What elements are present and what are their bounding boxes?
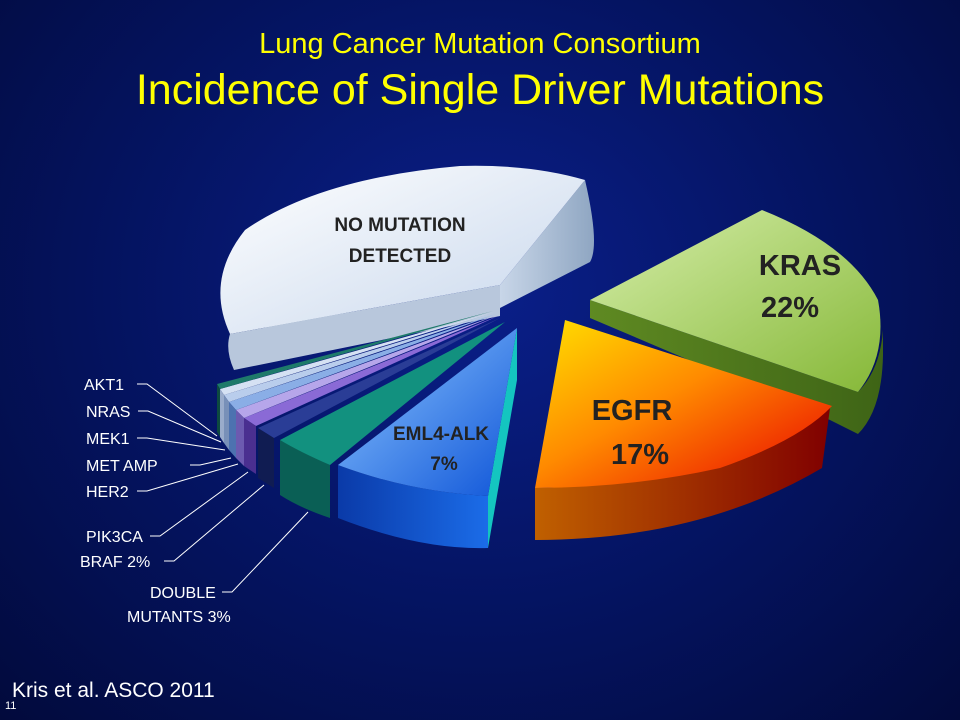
label-egfr-name: EGFR bbox=[592, 395, 673, 427]
label-eml4-alk-value: 7% bbox=[430, 454, 458, 475]
slice-double-mutants bbox=[280, 322, 505, 518]
slice-her2 bbox=[236, 315, 497, 466]
slice-mek1-side bbox=[224, 395, 229, 450]
callout-line-met-amp bbox=[190, 457, 232, 466]
callout-line-mek1 bbox=[137, 437, 226, 451]
slice-eml4-alk-side bbox=[338, 465, 488, 549]
slide-title: Incidence of Single Driver Mutations bbox=[135, 66, 825, 114]
label-no-mutation-line1: NO MUTATION DETECTED bbox=[334, 215, 465, 267]
slice-eml4-alk-edge bbox=[488, 328, 517, 548]
label-no-mutation-part2: DETECTED bbox=[349, 246, 451, 267]
callout-braf: BRAF 2% bbox=[80, 554, 150, 571]
source-citation: Kris et al. ASCO 2011 bbox=[12, 679, 215, 702]
callout-line-akt1 bbox=[137, 383, 218, 437]
slice-eml4-alk bbox=[338, 328, 517, 549]
slide-number: 11 bbox=[5, 700, 17, 712]
slice-egfr bbox=[535, 320, 832, 540]
label-eml4-alk-name: EML4-ALK bbox=[393, 424, 489, 445]
slice-double-mutants-top bbox=[280, 322, 505, 465]
label-kras-name: KRAS bbox=[759, 250, 841, 282]
callout-lines bbox=[137, 383, 309, 593]
slice-no-mutation bbox=[220, 165, 594, 370]
callout-mutants: MUTANTS 3% bbox=[127, 609, 231, 626]
callout-line-braf bbox=[164, 484, 265, 562]
callout-mek1: MEK1 bbox=[86, 431, 130, 448]
callout-met-amp: MET AMP bbox=[86, 458, 158, 475]
callout-line-nras bbox=[138, 410, 222, 443]
slice-pik3ca bbox=[244, 316, 498, 474]
label-egfr-value: 17% bbox=[611, 439, 669, 471]
callout-double: DOUBLE bbox=[150, 585, 216, 602]
slice-nras bbox=[220, 312, 494, 443]
callout-line-pik3ca bbox=[150, 471, 249, 537]
slice-double-mutants-side bbox=[280, 440, 330, 518]
callout-akt1: AKT1 bbox=[84, 377, 124, 394]
slice-met-amp bbox=[229, 314, 496, 458]
slice-nras-side bbox=[220, 389, 224, 443]
slice-her2-top bbox=[236, 315, 497, 418]
slice-nras-top bbox=[220, 312, 494, 395]
slice-pik3ca-side bbox=[244, 418, 256, 474]
slice-met-amp-top bbox=[229, 314, 496, 410]
slice-pik3ca-top bbox=[244, 316, 498, 426]
slice-her2-side bbox=[236, 410, 244, 466]
label-no-mutation-part1: NO MUTATION bbox=[334, 215, 465, 236]
callout-line-her2 bbox=[137, 463, 239, 492]
slide-subtitle: Lung Cancer Mutation Consortium bbox=[259, 28, 701, 60]
slice-eml4-alk-top bbox=[338, 328, 517, 496]
slice-akt1 bbox=[217, 311, 493, 437]
callout-line-double bbox=[222, 511, 309, 593]
callout-nras: NRAS bbox=[86, 404, 130, 421]
slice-braf-side bbox=[258, 428, 274, 488]
label-kras-value: 22% bbox=[761, 292, 819, 324]
slice-egfr-top bbox=[535, 320, 832, 488]
slice-mek1-top bbox=[224, 313, 495, 402]
slice-no-mutation-top bbox=[220, 165, 585, 334]
slice-mek1 bbox=[224, 313, 495, 450]
callout-pik3ca: PIK3CA bbox=[86, 529, 143, 546]
slice-met-amp-side bbox=[229, 402, 236, 458]
slice-no-mutation-rim bbox=[228, 285, 500, 370]
slice-braf bbox=[258, 318, 500, 488]
slice-kras-top bbox=[590, 210, 881, 392]
slice-braf-top bbox=[258, 318, 500, 438]
slice-akt1-top bbox=[217, 311, 493, 389]
slice-no-mutation-front bbox=[500, 180, 594, 308]
slice-akt1-side bbox=[217, 384, 220, 437]
callout-her2: HER2 bbox=[86, 484, 129, 501]
